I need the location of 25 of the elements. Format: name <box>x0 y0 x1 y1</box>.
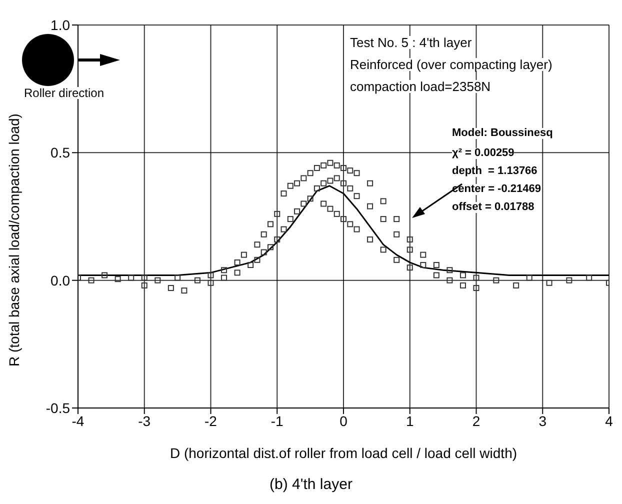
annotation: Reinforced (over compacting layer) <box>350 57 552 72</box>
x-tick-label: 3 <box>538 412 547 429</box>
x-tick-label: 0 <box>340 412 348 429</box>
x-axis-title: D (horizontal dist.of roller from load cell / load cell width) <box>170 445 518 461</box>
x-tick-label: -3 <box>138 412 151 429</box>
annotation: Test No. 5 : 4'th layer <box>350 35 472 50</box>
annotation: Roller direction <box>24 86 104 100</box>
x-tick-label: -4 <box>72 412 84 429</box>
annotation: compaction load=2358N <box>350 79 491 94</box>
y-axis-title: R (total base axial load/compaction load) <box>6 114 22 366</box>
x-tick-label: -2 <box>204 412 218 429</box>
text: (b) 4'th layer <box>268 476 354 493</box>
y-tick-label: 1.0 <box>50 16 70 33</box>
annotation: χ² = 0.00259 <box>452 147 514 159</box>
annotation: center = -0.21469 <box>452 183 541 195</box>
annotation: depth = 1.13766 <box>452 165 538 177</box>
y-tick-label: 0.5 <box>50 144 70 161</box>
annotation: offset = 0.01788 <box>452 201 534 213</box>
annotation: Model: Boussinesq <box>452 127 553 139</box>
x-tick-label: 1 <box>406 412 414 429</box>
y-tick-label: -0.5 <box>46 400 70 416</box>
x-tick-label: 2 <box>472 412 480 429</box>
x-tick-label: 4 <box>605 412 614 429</box>
x-tick-label: -1 <box>270 412 284 429</box>
y-tick-label: 0.0 <box>50 272 70 288</box>
